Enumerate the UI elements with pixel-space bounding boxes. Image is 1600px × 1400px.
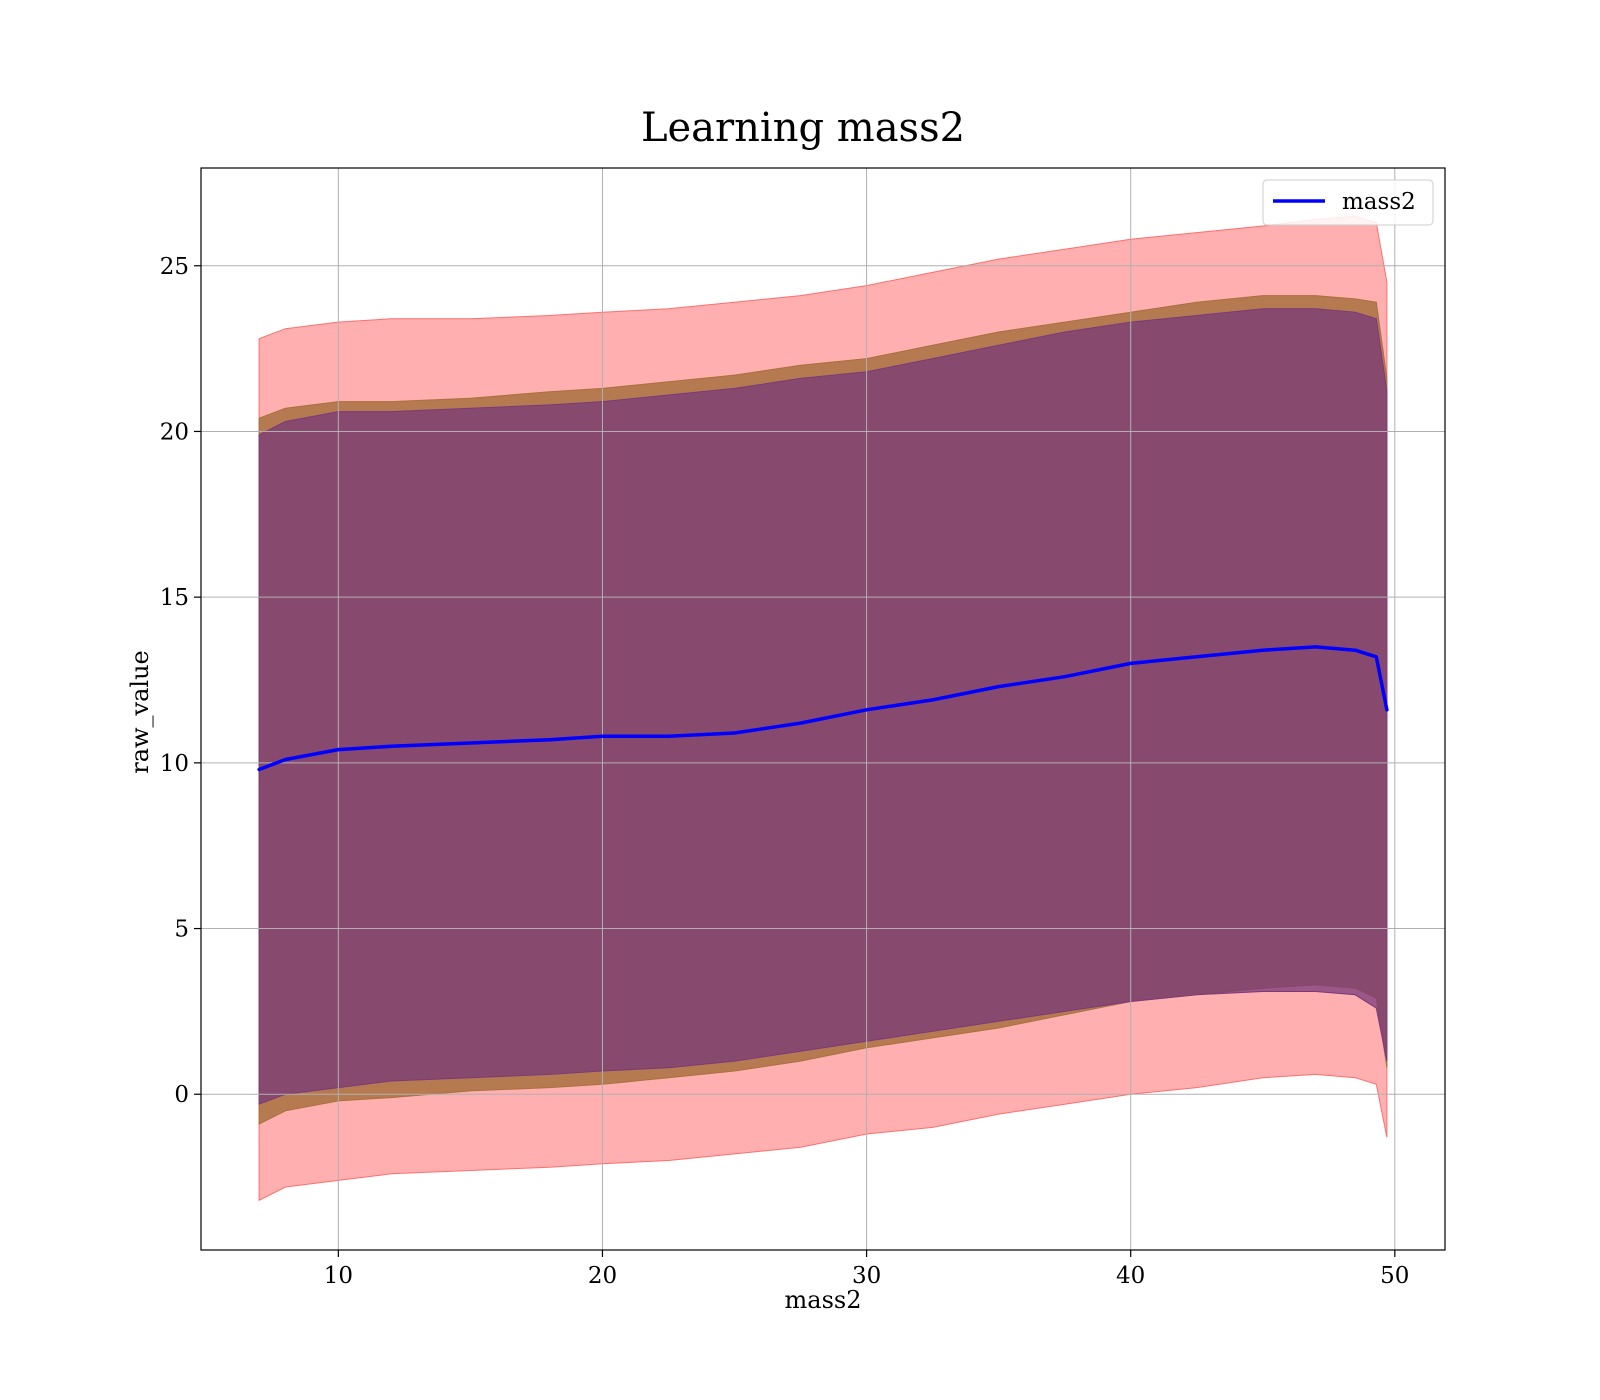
series-line-mass2 [257, 645, 1389, 772]
y-tick-label-5: 5 [174, 917, 189, 943]
chart-title: Learning mass2 [641, 105, 965, 151]
y-tick-label-15: 15 [160, 585, 189, 611]
plot-frame [200, 167, 1446, 1251]
legend: mass2 [1262, 179, 1434, 226]
x-tick-label-10: 10 [324, 1263, 353, 1289]
axis-ticks: 10 20 30 40 50 0 5 10 15 20 25 [160, 254, 1410, 1289]
x-tick-label-20: 20 [588, 1263, 617, 1289]
y-tick-label-0: 0 [174, 1082, 189, 1108]
y-tick-label-25: 25 [160, 254, 189, 280]
series-lines [257, 645, 1389, 772]
grid [201, 168, 1445, 1250]
x-tick-label-50: 50 [1380, 1263, 1409, 1289]
y-tick-label-20: 20 [160, 419, 189, 445]
legend-box [1262, 179, 1434, 226]
confidence-bands [258, 215, 1388, 1202]
legend-label-mass2: mass2 [1342, 189, 1416, 215]
y-axis-label: raw_value [126, 650, 154, 774]
y-tick-label-10: 10 [160, 751, 189, 777]
band-inner [258, 308, 1388, 1105]
x-axis-label: mass2 [785, 1286, 862, 1314]
x-tick-label-30: 30 [852, 1263, 881, 1289]
x-tick-label-40: 40 [1116, 1263, 1145, 1289]
